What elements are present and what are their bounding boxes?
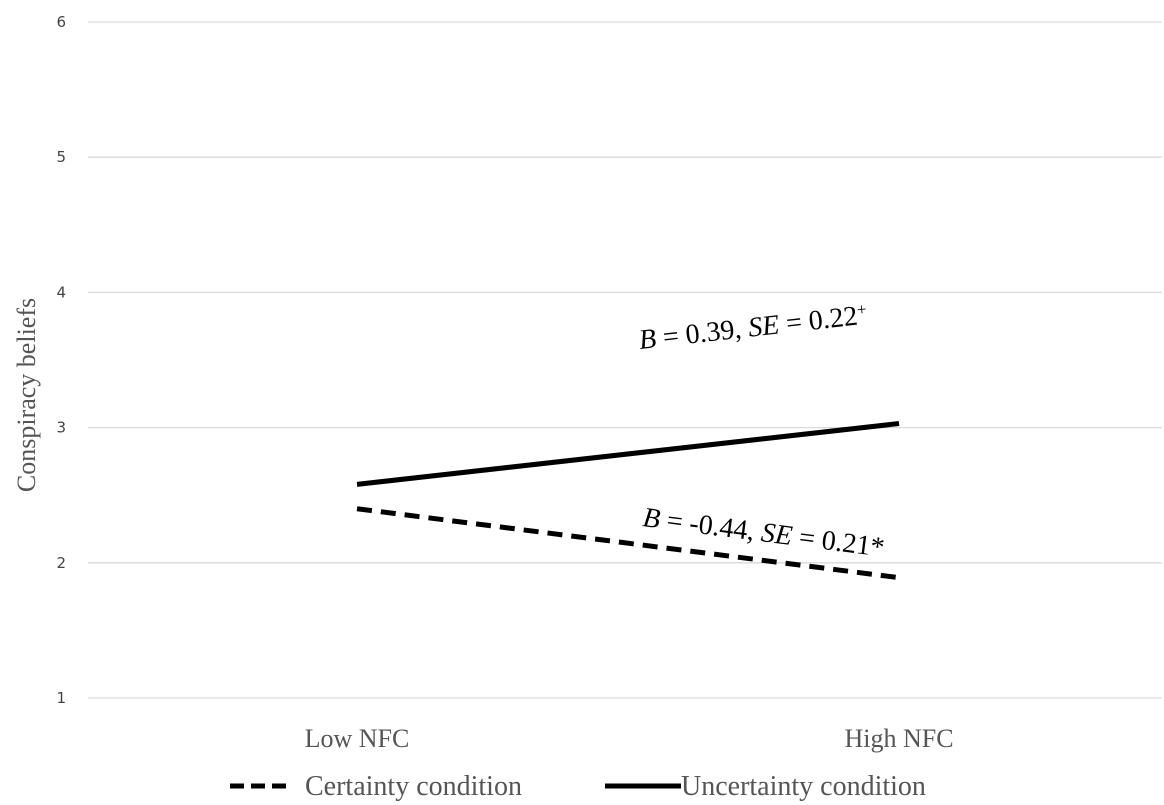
x-category-labels: Low NFC High NFC xyxy=(305,724,954,753)
annotations: B = 0.39, SE = 0.22+ B = -0.44, SE = 0.21… xyxy=(637,299,886,564)
y-tick-label: 6 xyxy=(56,13,66,31)
x-category-label: Low NFC xyxy=(305,724,410,753)
y-axis-title: Conspiracy beliefs xyxy=(12,298,41,492)
y-tick-labels: 1 2 3 4 5 6 xyxy=(56,13,66,707)
annotation-uncertainty: B = 0.39, SE = 0.22+ xyxy=(637,299,868,356)
series-line-certainty xyxy=(356,506,900,581)
y-tick-label: 1 xyxy=(56,689,66,707)
y-tick-label: 2 xyxy=(56,554,66,572)
series-line-uncertainty xyxy=(356,421,900,487)
x-category-label: High NFC xyxy=(844,724,953,753)
series-lines xyxy=(356,421,900,581)
legend-label: Certainty condition xyxy=(305,771,522,802)
legend-label: Uncertainty condition xyxy=(681,771,926,802)
legend: Certainty condition Uncertainty condition xyxy=(230,771,926,802)
y-tick-label: 3 xyxy=(56,419,66,437)
gridlines xyxy=(88,21,1162,699)
annotation-certainty: B = -0.44, SE = 0.21* xyxy=(641,502,886,563)
y-tick-label: 4 xyxy=(56,283,66,301)
y-tick-label: 5 xyxy=(56,148,66,166)
